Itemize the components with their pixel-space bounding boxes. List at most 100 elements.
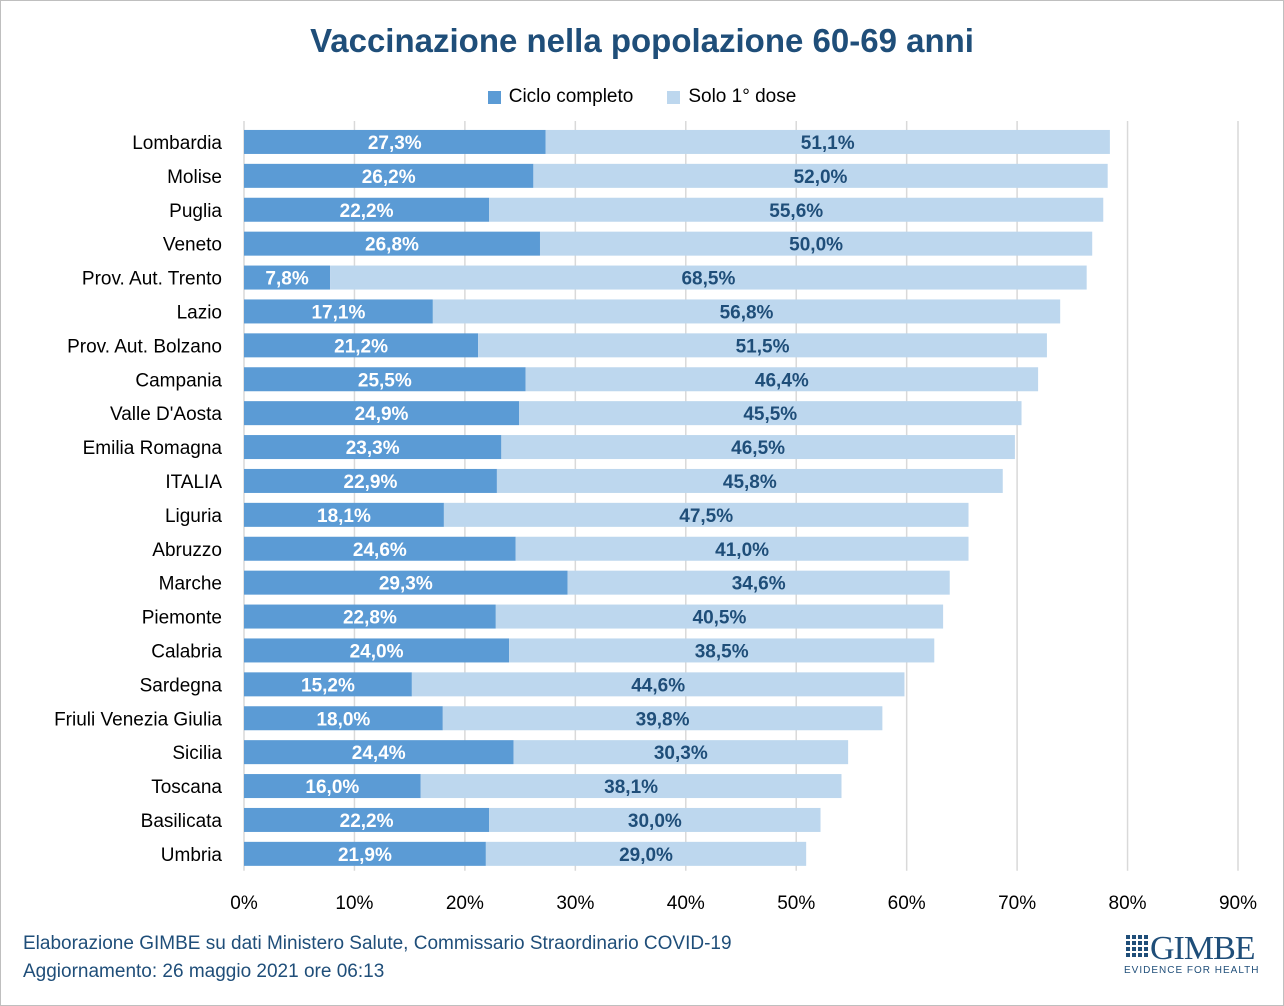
data-label-ciclo-completo: 21,9% — [338, 845, 392, 866]
data-label-ciclo-completo: 18,0% — [316, 709, 370, 730]
bar-solo-prima-dose — [485, 841, 807, 866]
data-label-solo-prima-dose: 39,8% — [636, 709, 690, 730]
x-tick-label: 10% — [335, 893, 373, 914]
data-label-solo-prima-dose: 46,5% — [731, 438, 785, 459]
x-tick-label: 70% — [998, 893, 1036, 914]
legend-label-ciclo-completo: Ciclo completo — [508, 86, 634, 107]
category-label: Toscana — [151, 777, 222, 798]
bar-ciclo-completo — [244, 604, 496, 629]
category-label: Lombardia — [132, 133, 222, 154]
bar-ciclo-completo — [244, 129, 546, 154]
data-label-solo-prima-dose: 29,0% — [619, 845, 673, 866]
bar-solo-prima-dose — [432, 299, 1061, 324]
data-label-ciclo-completo: 18,1% — [317, 506, 371, 527]
legend: Ciclo completo Solo 1° dose — [0, 86, 1284, 108]
data-label-ciclo-completo: 26,2% — [362, 167, 416, 188]
bar-solo-prima-dose — [420, 774, 842, 799]
bar-solo-prima-dose — [330, 265, 1087, 290]
category-label: Calabria — [151, 641, 222, 662]
bar-solo-prima-dose — [411, 672, 905, 697]
data-label-solo-prima-dose: 45,8% — [723, 472, 777, 493]
category-label: Prov. Aut. Trento — [82, 269, 222, 290]
legend-swatch-solo-prima-dose — [667, 90, 681, 104]
data-label-ciclo-completo: 23,3% — [346, 438, 400, 459]
data-label-solo-prima-dose: 46,4% — [755, 370, 809, 391]
category-label: Sardegna — [140, 675, 223, 696]
bar-solo-prima-dose — [509, 638, 935, 663]
bar-solo-prima-dose — [513, 740, 849, 765]
data-label-solo-prima-dose: 55,6% — [769, 201, 823, 222]
bar-solo-prima-dose — [442, 706, 883, 731]
bar-solo-prima-dose — [489, 197, 1104, 222]
chart-title: Vaccinazione nella popolazione 60-69 ann… — [310, 22, 974, 59]
data-label-solo-prima-dose: 40,5% — [693, 608, 747, 629]
data-label-ciclo-completo: 21,2% — [334, 336, 388, 357]
bar-ciclo-completo — [244, 502, 444, 527]
data-label-ciclo-completo: 22,2% — [340, 201, 394, 222]
data-label-ciclo-completo: 7,8% — [265, 269, 308, 290]
bar-ciclo-completo — [244, 299, 433, 324]
category-label: Veneto — [163, 235, 222, 256]
x-tick-label: 80% — [1109, 893, 1147, 914]
data-label-ciclo-completo: 24,9% — [355, 404, 409, 425]
data-label-solo-prima-dose: 38,1% — [604, 777, 658, 798]
category-label: Piemonte — [142, 608, 222, 629]
x-tick-label: 0% — [230, 893, 258, 914]
data-label-solo-prima-dose: 52,0% — [794, 167, 848, 188]
data-label-ciclo-completo: 27,3% — [368, 133, 422, 154]
data-label-solo-prima-dose: 30,0% — [628, 811, 682, 832]
category-label: Sicilia — [172, 743, 222, 764]
data-label-ciclo-completo: 29,3% — [379, 574, 433, 595]
bar-ciclo-completo — [244, 740, 514, 765]
data-label-solo-prima-dose: 51,5% — [736, 336, 790, 357]
bar-solo-prima-dose — [495, 604, 944, 629]
data-label-ciclo-completo: 15,2% — [301, 675, 355, 696]
bar-ciclo-completo — [244, 706, 443, 731]
category-label: Molise — [167, 167, 222, 188]
bar-ciclo-completo — [244, 163, 534, 188]
category-label: Emilia Romagna — [83, 438, 223, 459]
data-label-solo-prima-dose: 56,8% — [720, 302, 774, 323]
category-label: Basilicata — [141, 811, 223, 832]
category-label: Lazio — [177, 302, 222, 323]
gimbe-logo: GIMBE EVIDENCE FOR HEALTH — [1118, 930, 1259, 980]
category-label: Puglia — [169, 201, 222, 222]
bar-ciclo-completo — [244, 468, 497, 493]
bar-ciclo-completo — [244, 231, 540, 256]
data-label-ciclo-completo: 22,8% — [343, 608, 397, 629]
category-label: Abruzzo — [152, 540, 222, 561]
gimbe-logo-word: GIMBE — [1150, 930, 1256, 967]
data-label-ciclo-completo: 22,9% — [344, 472, 398, 493]
bar-ciclo-completo — [244, 333, 479, 358]
category-label: Campania — [135, 370, 222, 391]
bar-ciclo-completo — [244, 672, 412, 697]
data-label-solo-prima-dose: 50,0% — [789, 235, 843, 256]
bar-solo-prima-dose — [519, 401, 1022, 426]
data-label-solo-prima-dose: 38,5% — [695, 641, 749, 662]
bar-ciclo-completo — [244, 841, 486, 866]
data-label-solo-prima-dose: 68,5% — [681, 269, 735, 290]
legend-item-ciclo-completo: Ciclo completo — [487, 86, 634, 108]
x-tick-label: 20% — [446, 893, 484, 914]
data-label-ciclo-completo: 24,4% — [352, 743, 406, 764]
bar-ciclo-completo — [244, 367, 526, 392]
bar-ciclo-completo — [244, 197, 490, 222]
x-tick-label: 90% — [1219, 893, 1257, 914]
data-label-ciclo-completo: 17,1% — [311, 302, 365, 323]
data-label-solo-prima-dose: 41,0% — [715, 540, 769, 561]
bar-solo-prima-dose — [496, 468, 1003, 493]
x-tick-label: 40% — [667, 893, 705, 914]
bar-solo-prima-dose — [478, 333, 1047, 358]
bar-ciclo-completo — [244, 570, 568, 595]
bar-solo-prima-dose — [545, 129, 1110, 154]
data-label-solo-prima-dose: 45,5% — [743, 404, 797, 425]
data-label-ciclo-completo: 24,6% — [353, 540, 407, 561]
bar-ciclo-completo — [244, 638, 510, 663]
bar-ciclo-completo — [244, 265, 331, 290]
bar-solo-prima-dose — [489, 807, 821, 832]
footer-source: Elaborazione GIMBE su dati Ministero Sal… — [23, 933, 732, 954]
bar-ciclo-completo — [244, 401, 520, 426]
category-label: Marche — [159, 574, 222, 595]
category-label: Valle D'Aosta — [110, 404, 222, 425]
